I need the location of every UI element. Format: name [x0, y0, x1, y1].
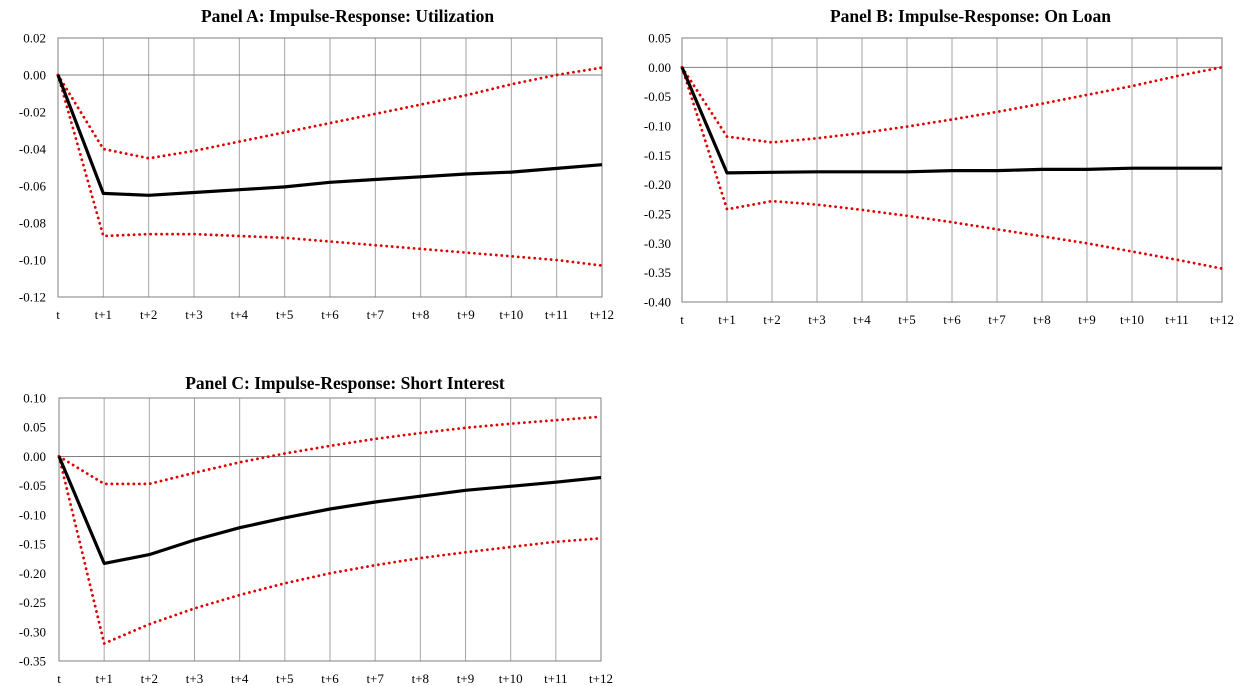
panel-b-x-tick-label: t+11: [1165, 312, 1188, 327]
panel-c-y-tick-label: -0.20: [19, 566, 46, 581]
panel-b-y-tick-label: -0.10: [644, 119, 671, 134]
panel-b-x-tick-label: t+1: [718, 312, 735, 327]
panel-c-y-tick-label: -0.10: [19, 507, 46, 522]
panel-c-series-estimate-line: [57, 455, 602, 565]
panel-a-series-confidence-band-line: [56, 73, 604, 268]
panel-c-x-tick-label: t: [57, 671, 61, 686]
panel-a-y-tick-label: -0.02: [19, 105, 46, 120]
panel-a-y-tick-label: 0.02: [23, 31, 46, 46]
panel-a-x-tick-label: t+6: [321, 307, 339, 322]
panel-b-y-tick-label: -0.20: [644, 177, 671, 192]
panel-c-y-tick-label: 0.10: [23, 391, 46, 406]
panel-b-plot-area: [681, 37, 1223, 303]
panel-a-x-tick-label: t+10: [499, 307, 523, 322]
panel-a-title: Panel A: Impulse-Response: Utilization: [200, 6, 495, 26]
panel-b-x-tick-label: t+2: [763, 312, 780, 327]
panel-b-series-estimate-line: [680, 66, 1222, 175]
panel-c-y-tick-label: -0.25: [19, 595, 46, 610]
panel-a-y-tick-label: -0.10: [19, 253, 46, 268]
panel-a-x-tick-label: t+7: [367, 307, 385, 322]
panel-c-y-tick-label: 0.00: [23, 449, 46, 464]
panel-b-y-tick-label: -0.35: [644, 265, 671, 280]
panel-b-y-tick-label: 0.00: [648, 60, 671, 75]
panel-a-x-tick-label: t+12: [590, 307, 614, 322]
panel-b-x-tick-label: t+9: [1078, 312, 1095, 327]
panel-c-y-tick-label: -0.05: [19, 478, 46, 493]
panel-a-x-tick-label: t+2: [140, 307, 157, 322]
panel-a-y-tick-label: -0.06: [19, 179, 47, 194]
panel-a-y-tick-label: 0.00: [23, 68, 46, 83]
panel-c-x-tick-label: t+11: [544, 671, 567, 686]
panel-a-x-tick-label: t+5: [276, 307, 293, 322]
panel-b-x-tick-label: t+12: [1210, 312, 1234, 327]
panel-a-chart: 0.02 0.00 -0.02 -0.04 -0.06 -0.08 -0.10 -0.12 t t…: [19, 31, 614, 323]
panel-b-y-tick-label: 0.05: [648, 31, 671, 46]
panel-c-plot-area: [58, 397, 602, 662]
panel-c-x-tick-label: t+8: [412, 671, 429, 686]
panel-c-x-tick-label: t+1: [95, 671, 112, 686]
panel-a-x-tick-label: t+3: [185, 307, 202, 322]
panel-c-y-tick-label: 0.05: [23, 420, 46, 435]
panel-c-x-tick-label: t+3: [186, 671, 203, 686]
panel-a-x-tick-label: t+9: [457, 307, 474, 322]
panel-a-x-tick-label: t+8: [412, 307, 429, 322]
panel-a: Panel A: Impulse-Response: Utilization 0…: [0, 0, 625, 330]
panel-c-series-confidence-band-line: [57, 415, 603, 486]
panel-c-y-tick-label: -0.30: [19, 624, 46, 639]
panel-c-x-tick-label: t+4: [231, 671, 249, 686]
panel-b-title: Panel B: Impulse-Response: On Loan: [829, 6, 1111, 26]
panel-c-y-tick-label: -0.35: [19, 654, 46, 669]
panel-b-chart: 0.05 0.00 -0.05 -0.10 -0.15 -0.20 -0.25 -0.30 -0…: [644, 31, 1234, 328]
panel-b-x-tick-label: t+10: [1120, 312, 1144, 327]
panel-c-series-confidence-band-line: [57, 455, 603, 645]
panel-c-x-tick-label: t+10: [499, 671, 523, 686]
panel-c-x-tick-label: t+5: [276, 671, 293, 686]
panel-b-x-tick-label: t+4: [853, 312, 871, 327]
panel-c-x-tick-label: t+9: [457, 671, 474, 686]
panel-c-chart: 0.10 0.05 0.00 -0.05 -0.10 -0.15 -0.20 -0.25 -0.…: [19, 391, 613, 686]
panel-b-y-tick-label: -0.05: [644, 89, 671, 104]
panel-c-x-tick-label: t+6: [321, 671, 339, 686]
panel-b-x-tick-label: t+6: [943, 312, 961, 327]
panel-a-x-tick-label: t: [56, 307, 60, 322]
panel-b-x-tick-label: t+3: [808, 312, 825, 327]
panel-a-plot-area: [57, 37, 603, 298]
panel-c-y-tick-label: -0.15: [19, 537, 46, 552]
panel-b-x-tick-label: t+8: [1033, 312, 1050, 327]
panel-b-y-tick-label: -0.40: [644, 295, 671, 310]
panel-a-series-confidence-band-line: [56, 66, 604, 160]
panel-a-y-tick-label: -0.12: [19, 290, 46, 305]
panel-a-x-tick-label: t+1: [95, 307, 112, 322]
panel-b-y-tick-label: -0.25: [644, 207, 671, 222]
panel-c-title: Panel C: Impulse-Response: Short Interes…: [185, 373, 505, 393]
panel-b: Panel B: Impulse-Response: On Loan 0.05 0…: [625, 0, 1251, 330]
panel-a-series-estimate-line: [56, 74, 603, 197]
panel-b-y-tick-label: -0.30: [644, 236, 671, 251]
panel-c-x-tick-label: t+7: [366, 671, 384, 686]
panel-c: Panel C: Impulse-Response: Short Interes…: [0, 366, 625, 686]
panel-c-x-tick-label: t+2: [141, 671, 158, 686]
panel-b-x-tick-label: t+5: [898, 312, 915, 327]
panel-a-x-tick-label: t+11: [545, 307, 568, 322]
panel-b-y-tick-label: -0.15: [644, 148, 671, 163]
panel-a-x-tick-label: t+4: [231, 307, 249, 322]
panel-b-x-tick-label: t: [680, 312, 684, 327]
panel-c-x-tick-label: t+12: [589, 671, 613, 686]
panel-b-x-tick-label: t+7: [988, 312, 1006, 327]
panel-a-y-tick-label: -0.08: [19, 216, 46, 231]
panel-a-y-tick-label: -0.04: [19, 142, 47, 157]
